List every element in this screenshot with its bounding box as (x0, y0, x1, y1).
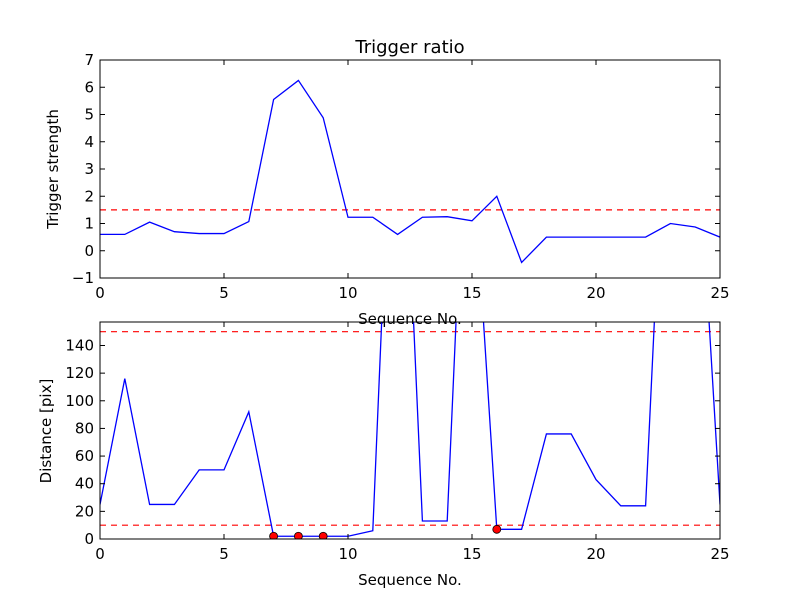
series-line (100, 322, 720, 537)
x-tick-label: 15 (462, 545, 481, 563)
data-point-marker (492, 524, 502, 534)
plot-area (100, 322, 720, 539)
axes-frame (99, 59, 721, 279)
y-tick-label: 40 (75, 475, 94, 493)
x-tick-label: 10 (338, 284, 357, 302)
x-axis-label: Sequence No. (358, 571, 462, 589)
x-tick-label: 15 (462, 284, 481, 302)
y-tick-label: 100 (65, 392, 94, 410)
series-line (100, 79, 720, 264)
y-tick-label: −1 (72, 269, 94, 287)
x-tick-label: 5 (219, 284, 229, 302)
x-tick-label: 20 (586, 284, 605, 302)
y-tick-label: 20 (75, 502, 94, 520)
data-point-marker (269, 531, 278, 539)
chart-title: Trigger ratio (354, 37, 464, 58)
y-axis-label: Trigger strength (44, 109, 62, 230)
y-axis-ticks: −1 0 1 2 3 4 5 6 7 (72, 51, 720, 287)
y-tick-label: 6 (84, 78, 94, 96)
x-axis-label: Sequence No. (358, 310, 462, 328)
x-tick-label: 10 (338, 545, 357, 563)
y-tick-label: 2 (84, 187, 94, 205)
x-tick-label: 0 (95, 545, 105, 563)
threshold-lines (100, 331, 720, 526)
y-tick-label: 0 (84, 530, 94, 548)
plot-area (100, 79, 720, 264)
x-axis-ticks: 0 5 10 15 20 25 (95, 60, 730, 302)
y-tick-label: 3 (84, 160, 94, 178)
y-tick-label: 80 (75, 419, 94, 437)
axes-frame (99, 321, 721, 540)
chart-distance: 0 20 40 60 80 100 120 140 0 5 10 15 20 25 Sequence N… (37, 321, 730, 589)
y-tick-label: 60 (75, 447, 94, 465)
y-tick-label: 0 (84, 242, 94, 260)
y-tick-label: 4 (84, 133, 94, 151)
x-tick-label: 0 (95, 284, 105, 302)
x-tick-label: 25 (710, 284, 729, 302)
y-tick-label: 120 (65, 364, 94, 382)
x-tick-label: 20 (586, 545, 605, 563)
y-tick-label: 140 (65, 336, 94, 354)
y-axis-label: Distance [pix] (37, 379, 55, 484)
y-tick-label: 1 (84, 215, 94, 233)
y-tick-label: 7 (84, 51, 94, 69)
x-axis-ticks: 0 5 10 15 20 25 (95, 322, 730, 563)
x-tick-label: 25 (710, 545, 729, 563)
y-axis-ticks: 0 20 40 60 80 100 120 140 (65, 336, 720, 548)
x-tick-label: 5 (219, 545, 229, 563)
y-tick-label: 5 (84, 106, 94, 124)
data-point-marker (318, 531, 328, 539)
data-point-marker (294, 531, 303, 539)
